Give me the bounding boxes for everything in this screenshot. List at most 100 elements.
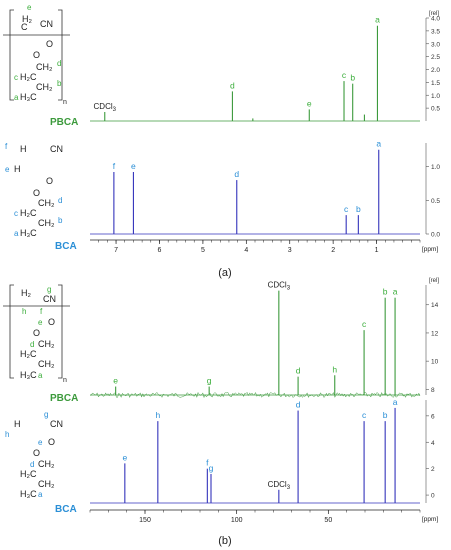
atom-o2: O [33,50,40,60]
y-tick-label: 1.0 [431,93,440,100]
label-b: b [58,216,63,225]
panel-a: e H₂ C CN O O CH₂ d H₂C c CH₂ b H₃C a n … [3,3,440,279]
x-tick-label: 50 [324,517,332,524]
y-tick-label: 14 [431,302,439,309]
peak-label: c [344,204,349,214]
atom-h2c: H₂C [20,72,37,82]
peak-label: CDCl3 [94,102,117,113]
peak-label: a [393,287,398,297]
atom-ch2-d: CH₂ [38,339,55,349]
atom-ch2-b: CH₂ [38,218,55,228]
peak-label: b [356,204,361,214]
x-tick-label: 6 [158,247,162,254]
peak-label: d [296,400,301,410]
x-axis-unit: [ppm] [422,246,438,253]
peak-label: c [362,410,367,420]
peak-label: g [209,463,214,473]
peak-label: CDCl3 [268,281,291,292]
label-e: e [5,165,10,174]
peak-label: d [230,80,235,90]
label-h: h [5,430,9,439]
bracket-left [9,9,14,101]
y-tick-label: 2.0 [431,67,440,74]
peak-label: b [383,410,388,420]
y-tick-label: 0 [431,493,435,500]
peak-label: b [383,287,388,297]
y-tick-label: 4 [431,440,435,447]
atom-o: O [48,317,55,327]
label-a: a [14,229,19,238]
peak-label: a [393,397,398,407]
label-f: f [5,142,8,151]
y-axis-unit: [rel] [429,278,439,284]
label-b: b [57,79,62,88]
pbca-structure-b: H₂ g CN h f e O O d CH₂ H₂C CH₂ H₃C a n [3,284,70,384]
x-tick-label: 100 [231,517,243,524]
label-g: g [47,285,51,294]
atom-ch2: H₂ [22,14,32,24]
label-d: d [58,196,62,205]
x-tick-label: 4 [244,247,248,254]
peak-label: d [234,169,239,179]
peak-label: c [362,319,367,329]
bca-structure-b: g H CN h e O O d CH₂ H₂C CH₂ H₃C a [5,410,63,499]
peak-label: a [375,15,380,25]
peak-label: d [296,366,301,376]
x-tick-label: 1 [375,247,379,254]
label-a: a [38,371,43,380]
atom-h: H [14,419,21,429]
atom-ch2-d: CH₂ [38,198,55,208]
repeat-n: n [63,99,67,106]
peak-label: a [376,139,381,149]
y-tick-label: 2 [431,466,435,473]
plot-b-pbca: e g CDCl3 d h c b a [rel] 8 10 12 14 [89,278,439,399]
label-c: c [14,73,18,82]
peak-label: e [122,452,127,462]
pbca-structure-a: e H₂ C CN O O CH₂ d H₂C c CH₂ b H₃C a n [3,3,70,106]
label-d: d [57,59,61,68]
atom-h3c: H₃C [20,92,37,102]
plot-a-bca: f e d c b a 0.0 0.5 1.0 [90,139,440,239]
x-tick-label: 150 [139,517,151,524]
atom-h2c: H₂C [20,349,37,359]
peak-label: f [206,458,209,468]
atom-h2c: H₂C [20,469,37,479]
label-d: d [30,340,34,349]
y-tick-label: 10 [431,359,439,366]
peak-label-sub: 3 [287,286,291,292]
bracket-left [9,284,14,379]
atom-o: O [46,176,53,186]
bca-structure-a: f H CN e H O O CH₂ d H₂C c CH₂ b H₃C a [5,142,63,238]
y-axis-unit: [rel] [429,11,439,17]
x-axis-a: 7 6 5 4 3 2 1 [ppm] [90,239,438,254]
spectrum-noise [89,391,421,399]
atom-cn: CN [43,294,56,304]
y-tick-label: 8 [431,387,435,394]
panel-label-a: (a) [218,267,231,279]
atom-ch2-d: CH₂ [38,459,55,469]
x-axis-b: 150 100 50 [ppm] [89,509,438,524]
bracket-right [58,9,63,101]
peak-label: c [342,70,347,80]
label-a: a [38,490,43,499]
atom-ch2: H₂ [21,288,31,298]
atom-cn: CN [50,144,63,154]
atom-o2: O [33,328,40,338]
y-tick-label: 4.0 [431,16,440,23]
plot-b-bca: e h fg CDCl3 d c ba 0 2 4 6 [90,397,435,504]
atom-h: H [20,144,27,154]
x-tick-label: 2 [331,247,335,254]
atom-ch2-b: CH₂ [38,479,55,489]
bca-name-b: BCA [55,504,77,515]
atom-h3c: H₃C [20,370,37,380]
y-tick-label: 0.5 [431,106,440,113]
label-d: d [30,460,34,469]
atom-ch2-b: CH₂ [36,82,53,92]
y-tick-label: 0.5 [431,198,440,205]
peak-label: g [207,376,212,386]
peak-label: h [155,410,160,420]
label-h: h [22,307,26,316]
peak-label: e [307,98,312,108]
peak-label-sub: 3 [113,107,117,113]
